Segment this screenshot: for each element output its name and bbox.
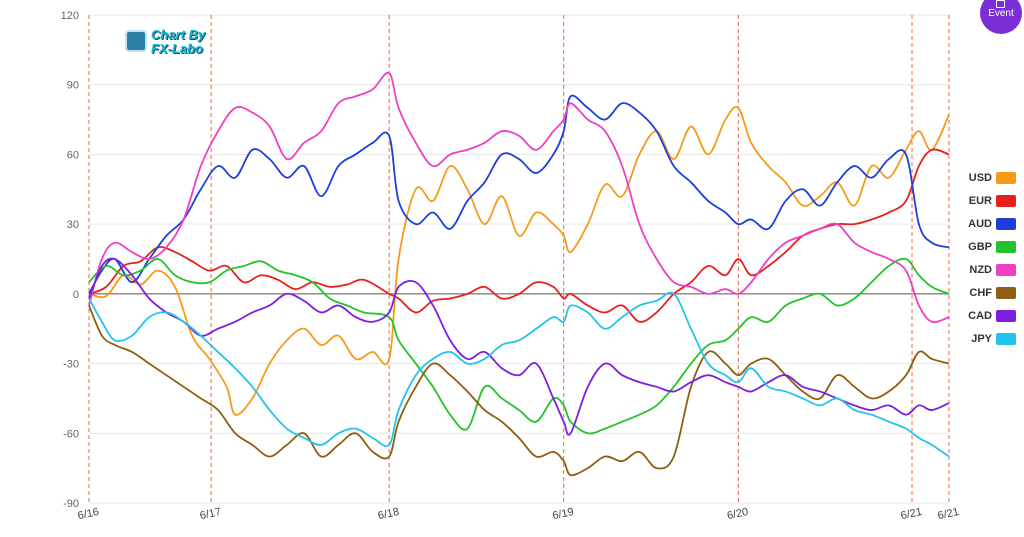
- x-tick-label: 6/17: [199, 506, 222, 522]
- legend-swatch-cad[interactable]: [996, 310, 1016, 322]
- legend-label-usd: USD: [968, 172, 992, 184]
- y-tick-label: -60: [63, 428, 79, 440]
- grid: [89, 14, 949, 504]
- logo-line-1: Chart By: [151, 27, 206, 42]
- y-tick-label: -30: [63, 359, 79, 371]
- y-axis: 120 90 60 30 0 -30 -60 -90: [61, 10, 79, 510]
- legend-label-gbp: GBP: [968, 241, 992, 253]
- logo-icon: [125, 30, 147, 52]
- x-tick-label: 6/21: [900, 506, 923, 522]
- x-tick-label: 6/19: [551, 506, 574, 522]
- x-axis: 6/16 6/17 6/18 6/19 6/20 6/21 6/21: [77, 506, 960, 522]
- legend-swatch-eur[interactable]: [996, 195, 1016, 207]
- x-tick-label: 6/16: [77, 506, 100, 522]
- series-line-usd: [88, 106, 950, 416]
- chart-by-logo: Chart By FX-Labo: [125, 28, 217, 62]
- y-tick-label: 0: [73, 289, 79, 301]
- series-line-gbp: [88, 257, 950, 435]
- event-button[interactable]: Event: [980, 0, 1022, 34]
- legend-swatch-usd[interactable]: [996, 172, 1016, 184]
- series-line-aud: [88, 94, 950, 295]
- series-line-jpy: [88, 291, 950, 458]
- legend-swatch-aud[interactable]: [996, 218, 1016, 230]
- legend-swatch-jpy[interactable]: [996, 333, 1016, 345]
- legend-label-cad: CAD: [968, 310, 992, 322]
- legend-label-aud: AUD: [968, 218, 992, 230]
- legend-label-eur: EUR: [968, 195, 992, 207]
- event-icon: [996, 0, 1005, 8]
- series-line-nzd: [88, 71, 950, 324]
- legend-swatch-gbp[interactable]: [996, 241, 1016, 253]
- x-tick-label: 6/20: [726, 506, 749, 522]
- event-button-label: Event: [988, 8, 1014, 19]
- y-tick-label: 120: [61, 10, 79, 22]
- y-tick-label: -90: [63, 498, 79, 510]
- y-tick-label: 60: [67, 149, 79, 161]
- series-lines: [88, 71, 950, 477]
- date-markers: [88, 15, 950, 503]
- legend-label-nzd: NZD: [969, 264, 992, 276]
- legend-swatch-chf[interactable]: [996, 287, 1016, 299]
- legend-label-jpy: JPY: [971, 333, 992, 345]
- logo-line-2: FX-Labo: [151, 41, 203, 56]
- legend-swatch-nzd[interactable]: [996, 264, 1016, 276]
- legend-label-chf: CHF: [969, 287, 992, 299]
- series-line-cad: [88, 257, 950, 436]
- series-line-chf: [88, 305, 950, 477]
- x-tick-label: 6/21: [937, 506, 960, 522]
- x-tick-label: 6/18: [377, 506, 400, 522]
- y-tick-label: 90: [67, 80, 79, 92]
- y-tick-label: 30: [67, 219, 79, 231]
